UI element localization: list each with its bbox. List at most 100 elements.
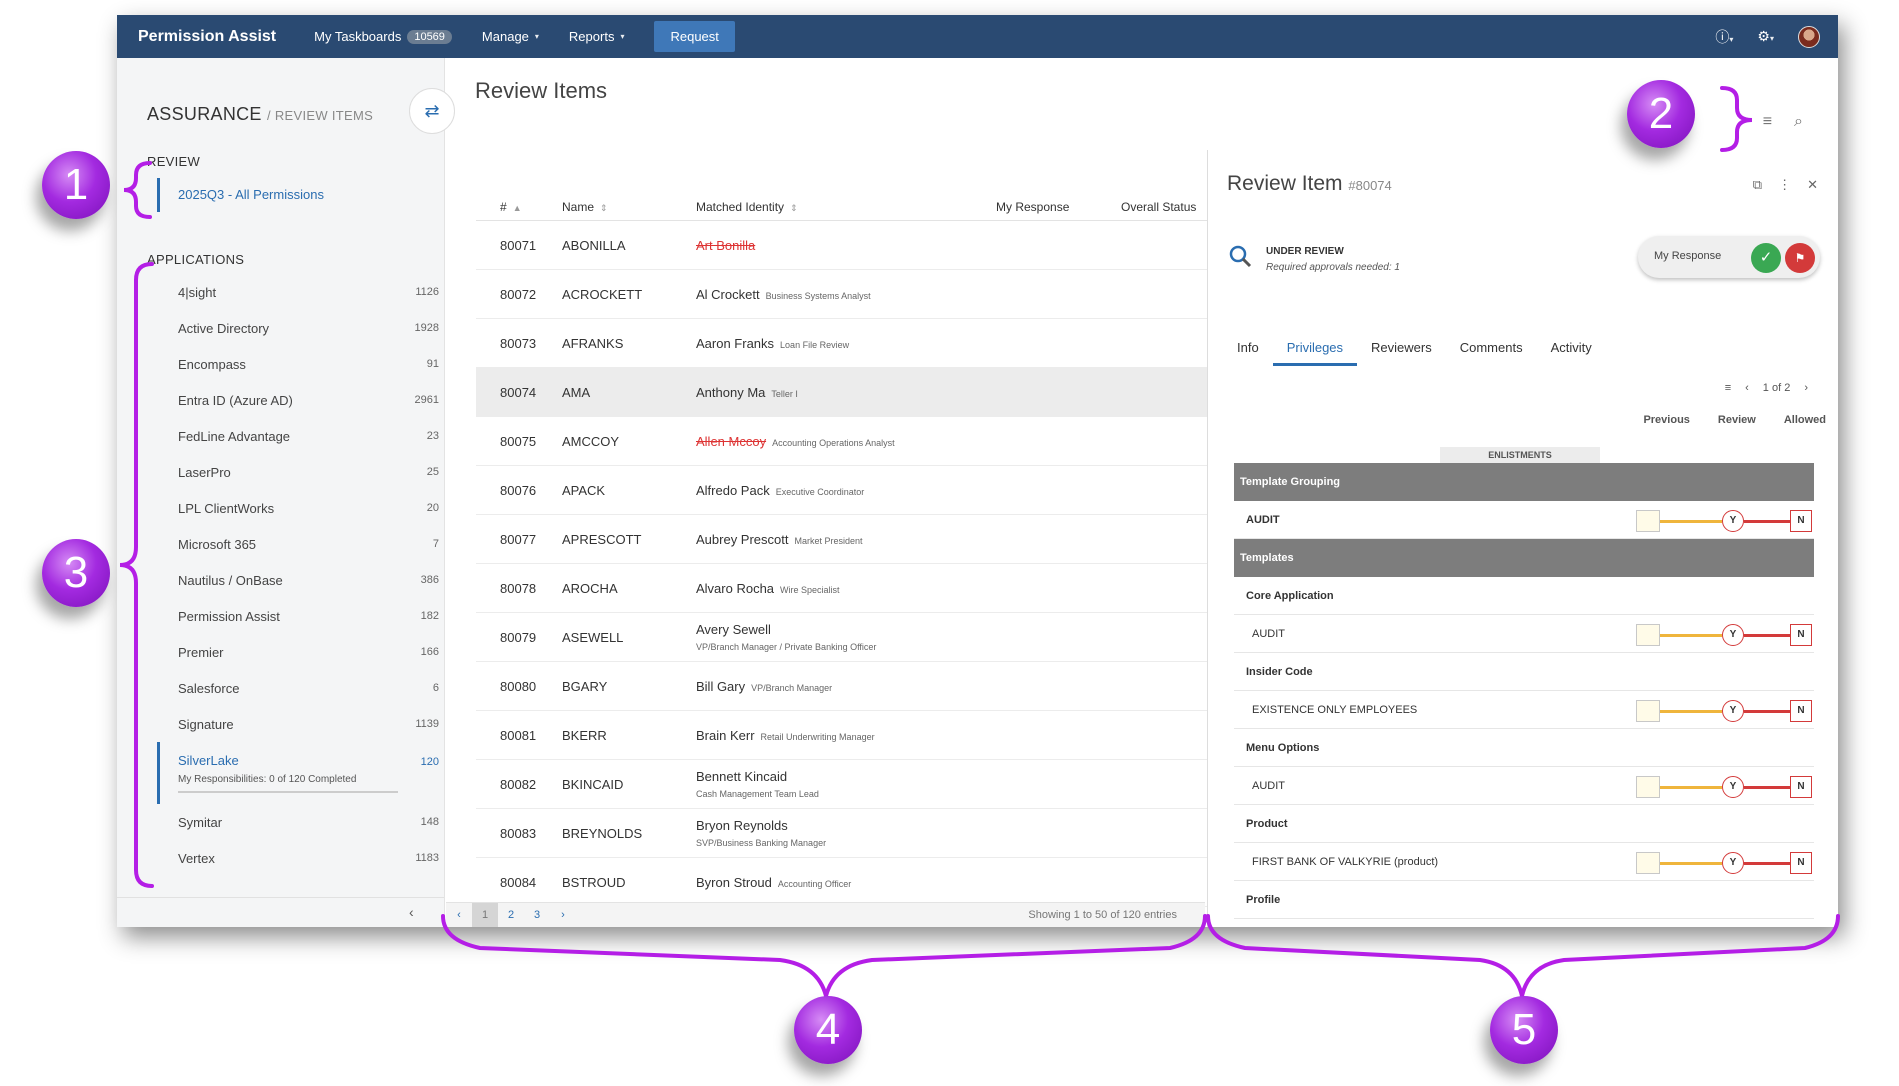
toggle-no[interactable]: N — [1790, 776, 1812, 798]
pager-prev-icon[interactable]: ‹ — [457, 908, 461, 921]
pager-page-2[interactable]: 2 — [507, 908, 515, 921]
more-icon[interactable]: ⋮ — [1778, 177, 1792, 192]
filter-icon[interactable]: ≡ — [1762, 113, 1773, 130]
previous-box[interactable] — [1636, 776, 1660, 798]
nav-manage[interactable]: Manage ▾ — [482, 29, 539, 44]
col-header-number[interactable]: # ▲ — [500, 200, 522, 214]
open-external-icon[interactable]: ⧉ — [1752, 177, 1763, 192]
nav-my-taskboards[interactable]: My Taskboards 10569 — [314, 29, 452, 44]
sidebar-app-item[interactable]: Active Directory 1928 — [157, 310, 439, 346]
toggle-yes[interactable]: Y — [1722, 510, 1744, 532]
tab-reviewers[interactable]: Reviewers — [1371, 340, 1432, 355]
sidebar-app-item[interactable]: FedLine Advantage 23 — [157, 418, 439, 454]
table-row[interactable]: 80073 AFRANKS Aaron Franks Loan File Review — [476, 319, 1211, 368]
tab-info[interactable]: Info — [1237, 340, 1259, 355]
previous-box[interactable] — [1636, 852, 1660, 874]
toggle-yes[interactable]: Y — [1722, 852, 1744, 874]
toggle-yes[interactable]: Y — [1722, 700, 1744, 722]
sidebar-app-item[interactable]: Microsoft 365 7 — [157, 526, 439, 562]
row-matched-identity[interactable]: Anthony Ma Teller I — [696, 385, 996, 400]
table-row[interactable]: 80080 BGARY Bill Gary VP/Branch Manager — [476, 662, 1211, 711]
sidebar-app-item[interactable]: LaserPro 25 — [157, 454, 439, 490]
table-row[interactable]: 80071 ABONILLA Art Bonilla — [476, 221, 1211, 270]
row-matched-identity[interactable]: Al Crockett Business Systems Analyst — [696, 287, 996, 302]
row-matched-identity[interactable]: Alvaro Rocha Wire Specialist — [696, 581, 996, 596]
pager-next-icon[interactable]: › — [561, 908, 565, 921]
pager-page-1[interactable]: 1 — [472, 902, 498, 927]
sidebar-app-item[interactable]: Entra ID (Azure AD) 2961 — [157, 382, 439, 418]
collapse-sidebar-icon[interactable]: ‹ — [409, 904, 414, 920]
toggle-no[interactable]: N — [1790, 624, 1812, 646]
row-matched-identity[interactable]: Aubrey Prescott Market President — [696, 532, 996, 547]
search-icon[interactable]: ⌕ — [1794, 113, 1803, 130]
previous-box[interactable] — [1636, 700, 1660, 722]
row-matched-identity[interactable]: Art Bonilla — [696, 238, 996, 253]
sidebar-app-item[interactable]: Vertex 1183 — [157, 840, 439, 876]
nav-reports[interactable]: Reports ▾ — [569, 29, 625, 44]
toggle-yes[interactable]: Y — [1722, 776, 1744, 798]
sidebar-app-item[interactable]: Premier 166 — [157, 634, 439, 670]
toggle-no[interactable]: N — [1790, 510, 1812, 532]
sidebar-app-item[interactable]: SilverLake 120 My Responsibilities: 0 of 1… — [157, 742, 439, 804]
pager-page-3[interactable]: 3 — [533, 908, 541, 921]
row-matched-identity[interactable]: Brain Kerr Retail Underwriting Manager — [696, 728, 996, 743]
sidebar-app-item[interactable]: Permission Assist 182 — [157, 598, 439, 634]
sidebar-app-item[interactable]: Nautilus / OnBase 386 — [157, 562, 439, 598]
row-matched-identity[interactable]: Bryon Reynolds SVP/Business Banking Manag… — [696, 818, 996, 848]
nav-request-button[interactable]: Request — [654, 21, 735, 52]
table-row[interactable]: 80072 ACROCKETT Al Crockett Business System… — [476, 270, 1211, 319]
toggle-no[interactable]: N — [1790, 700, 1812, 722]
approve-check-icon[interactable]: ✓ — [1751, 243, 1781, 273]
tab-comments[interactable]: Comments — [1459, 340, 1523, 355]
close-icon[interactable]: ✕ — [1807, 177, 1818, 192]
previous-box[interactable] — [1636, 510, 1660, 532]
table-row[interactable]: 80083 BREYNOLDS Bryon Reynolds SVP/Business… — [476, 809, 1211, 858]
table-row[interactable]: 80079 ASEWELL Avery Sewell VP/Branch Manage… — [476, 613, 1211, 662]
swap-icon[interactable]: ⇄ — [409, 88, 455, 134]
table-row[interactable]: 80076 APACK Alfredo Pack Executive Coordina… — [476, 466, 1211, 515]
tab-activity[interactable]: Activity — [1550, 340, 1592, 355]
tab-privileges[interactable]: Privileges — [1272, 336, 1358, 366]
brand-logo[interactable]: Permission Assist — [138, 27, 277, 45]
sidebar-item-review[interactable]: 2025Q3 - All Permissions — [157, 178, 417, 212]
col-header-name[interactable]: Name ⇕ — [562, 200, 608, 214]
previous-box[interactable] — [1636, 624, 1660, 646]
sidebar-app-item[interactable]: 4|sight 1126 — [157, 274, 439, 310]
toggle-yes[interactable]: Y — [1722, 624, 1744, 646]
sidebar-app-item[interactable]: Encompass 91 — [157, 346, 439, 382]
col-header-my-response[interactable]: My Response — [996, 200, 1070, 214]
table-row[interactable]: 80074 AMA Anthony Ma Teller I — [476, 368, 1211, 417]
sidebar-app-item[interactable]: Signature 1139 — [157, 706, 439, 742]
flag-icon[interactable]: ⚑ — [1785, 243, 1815, 273]
row-matched-identity[interactable]: Bill Gary VP/Branch Manager — [696, 679, 996, 694]
table-row[interactable]: 80075 AMCCOY Allen Mccoy Accounting Operati… — [476, 417, 1211, 466]
filter-icon[interactable]: ≡ — [1724, 382, 1732, 394]
table-row[interactable]: 80077 APRESCOTT Aubrey Prescott Market Pres… — [476, 515, 1211, 564]
sidebar-app-item[interactable]: LPL ClientWorks 20 — [157, 490, 439, 526]
table-row[interactable]: 80084 BSTROUD Byron Stroud Accounting Offic… — [476, 858, 1211, 907]
row-matched-identity[interactable]: Aaron Franks Loan File Review — [696, 336, 996, 351]
row-matched-identity[interactable]: Alfredo Pack Executive Coordinator — [696, 483, 996, 498]
chevron-right-icon[interactable]: › — [1804, 382, 1808, 394]
table-row[interactable]: 80081 BKERR Brain Kerr Retail Underwriting … — [476, 711, 1211, 760]
gear-icon[interactable]: ⚙▾ — [1757, 28, 1774, 44]
chevron-left-icon[interactable]: ‹ — [1745, 382, 1749, 394]
row-matched-identity[interactable]: Byron Stroud Accounting Officer — [696, 875, 996, 890]
col-header-matched-identity[interactable]: Matched Identity ⇕ — [696, 200, 798, 214]
col-header-overall-status[interactable]: Overall Status — [1121, 200, 1197, 214]
help-icon[interactable]: ⓘ▾ — [1715, 28, 1734, 45]
toggle-no[interactable]: N — [1790, 852, 1812, 874]
sidebar-app-item[interactable]: Symitar 148 — [157, 804, 439, 840]
row-matched-identity[interactable]: Avery Sewell VP/Branch Manager / Private … — [696, 622, 996, 652]
table-row[interactable]: 80078 AROCHA Alvaro Rocha Wire Specialist — [476, 564, 1211, 613]
table-row[interactable]: 80082 BKINCAID Bennett Kincaid Cash Managem… — [476, 760, 1211, 809]
row-matched-identity[interactable]: Allen Mccoy Accounting Operations Analyst — [696, 434, 996, 449]
sidebar-app-item[interactable]: Salesforce 6 — [157, 670, 439, 706]
row-matched-identity[interactable]: Bennett Kincaid Cash Management Team Lead — [696, 769, 996, 799]
avatar[interactable] — [1798, 25, 1820, 48]
